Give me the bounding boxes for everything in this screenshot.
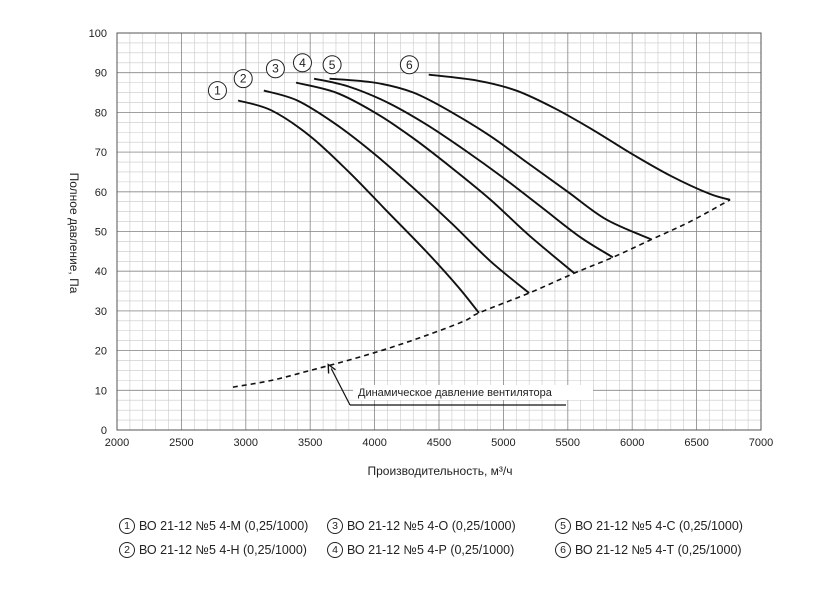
- series-line-3: [295, 81, 575, 274]
- legend-label-1: ВО 21-12 №5 4-М (0,25/1000): [139, 519, 309, 533]
- curve-labels-layer: 1 2 3 4 5 6: [207, 53, 419, 101]
- series-line-4: [313, 77, 614, 259]
- legend-number-4: 4: [327, 542, 343, 558]
- x-tick-label: 7000: [749, 437, 773, 449]
- x-tick-label: 6000: [620, 437, 644, 449]
- y-tick-label: 50: [95, 227, 107, 239]
- y-tick-label: 20: [95, 346, 107, 358]
- legend-label-6: ВО 21-12 №5 4-Т (0,25/1000): [575, 543, 742, 557]
- curve-label-circle-3: [265, 59, 285, 79]
- curve-label-circle-4: [292, 53, 312, 73]
- dynamic-pressure-layer: [232, 199, 731, 388]
- legend-label-5: ВО 21-12 №5 4-С (0,25/1000): [575, 519, 743, 533]
- y-tick-label: 30: [95, 306, 107, 318]
- x-tick-label: 4500: [427, 437, 451, 449]
- y-tick-label: 80: [95, 107, 107, 119]
- legend-item-1: 1 ВО 21-12 №5 4-М (0,25/1000): [119, 518, 308, 534]
- curve-label-number-5: 5: [329, 58, 336, 72]
- series-layer: [237, 73, 731, 314]
- annotation-leader: [330, 368, 351, 406]
- y-tick-label: 70: [95, 147, 107, 159]
- legend-label-4: ВО 21-12 №5 4-Р (0,25/1000): [347, 543, 515, 557]
- x-tick-label: 5500: [556, 437, 580, 449]
- performance-chart: 2000 2500 3000 3500 4000 4500 5000 5500 6000 6500…: [67, 28, 773, 478]
- y-tick-label: 90: [95, 68, 107, 80]
- y-tick-label: 60: [95, 187, 107, 199]
- y-tick-label: 0: [101, 425, 107, 437]
- annotation-arrowhead: [327, 363, 336, 374]
- y-tick-label: 10: [95, 385, 107, 397]
- legend-label-3: ВО 21-12 №5 4-О (0,25/1000): [347, 519, 516, 533]
- series-line-1: [237, 99, 480, 314]
- y-tick-label: 40: [95, 266, 107, 278]
- x-tick-label: 2500: [169, 437, 193, 449]
- legend-item-3: 3 ВО 21-12 №5 4-О (0,25/1000): [327, 518, 516, 534]
- curve-label-circle-1: [207, 81, 227, 101]
- curve-label-number-1: 1: [214, 84, 221, 98]
- x-tick-label: 4000: [362, 437, 386, 449]
- series-line-5: [329, 77, 652, 241]
- curve-label-circle-2: [233, 69, 253, 89]
- x-tick-label: 2000: [105, 437, 129, 449]
- legend-number-2: 2: [119, 542, 135, 558]
- curve-label-number-4: 4: [299, 56, 306, 70]
- annotation-layer: Динамическое давление вентилятора: [327, 363, 593, 406]
- curve-label-circle-6: [399, 55, 419, 75]
- legend-item-5: 5 ВО 21-12 №5 4-С (0,25/1000): [555, 518, 743, 534]
- x-tick-label: 3500: [298, 437, 322, 449]
- y-tick-label: 100: [89, 28, 107, 40]
- curve-label-circle-5: [322, 55, 342, 75]
- plot-border: [116, 32, 762, 431]
- legend-item-4: 4 ВО 21-12 №5 4-Р (0,25/1000): [327, 542, 514, 558]
- x-tick-label: 6500: [684, 437, 708, 449]
- x-axis-ticks: 2000 2500 3000 3500 4000 4500 5000 5500 6000 6500…: [105, 437, 773, 449]
- curve-label-number-2: 2: [240, 72, 247, 86]
- legend-number-5: 5: [555, 518, 571, 534]
- curve-label-number-3: 3: [272, 62, 279, 76]
- legend-number-6: 6: [555, 542, 571, 558]
- legend-item-6: 6 ВО 21-12 №5 4-Т (0,25/1000): [555, 542, 742, 558]
- annotation-text: Динамическое давление вентилятора: [358, 387, 553, 399]
- series-line-2: [263, 89, 530, 294]
- annotation-background: [353, 385, 593, 400]
- y-axis-ticks: 0 10 20 30 40 50 60 70 80 90 100: [89, 28, 107, 437]
- legend: 1 ВО 21-12 №5 4-М (0,25/1000) 2 ВО 21-12…: [0, 518, 819, 578]
- y-axis-title: Полное давление, Па: [67, 173, 81, 294]
- x-tick-label: 5000: [491, 437, 515, 449]
- legend-item-2: 2 ВО 21-12 №5 4-Н (0,25/1000): [119, 542, 307, 558]
- legend-number-3: 3: [327, 518, 343, 534]
- curve-label-number-6: 6: [406, 58, 413, 72]
- x-axis-title: Производительность, м³/ч: [368, 464, 513, 478]
- dynamic-pressure-line: [232, 199, 731, 388]
- legend-number-1: 1: [119, 518, 135, 534]
- legend-label-2: ВО 21-12 №5 4-Н (0,25/1000): [139, 543, 307, 557]
- x-tick-label: 3000: [234, 437, 258, 449]
- series-line-6: [428, 73, 731, 201]
